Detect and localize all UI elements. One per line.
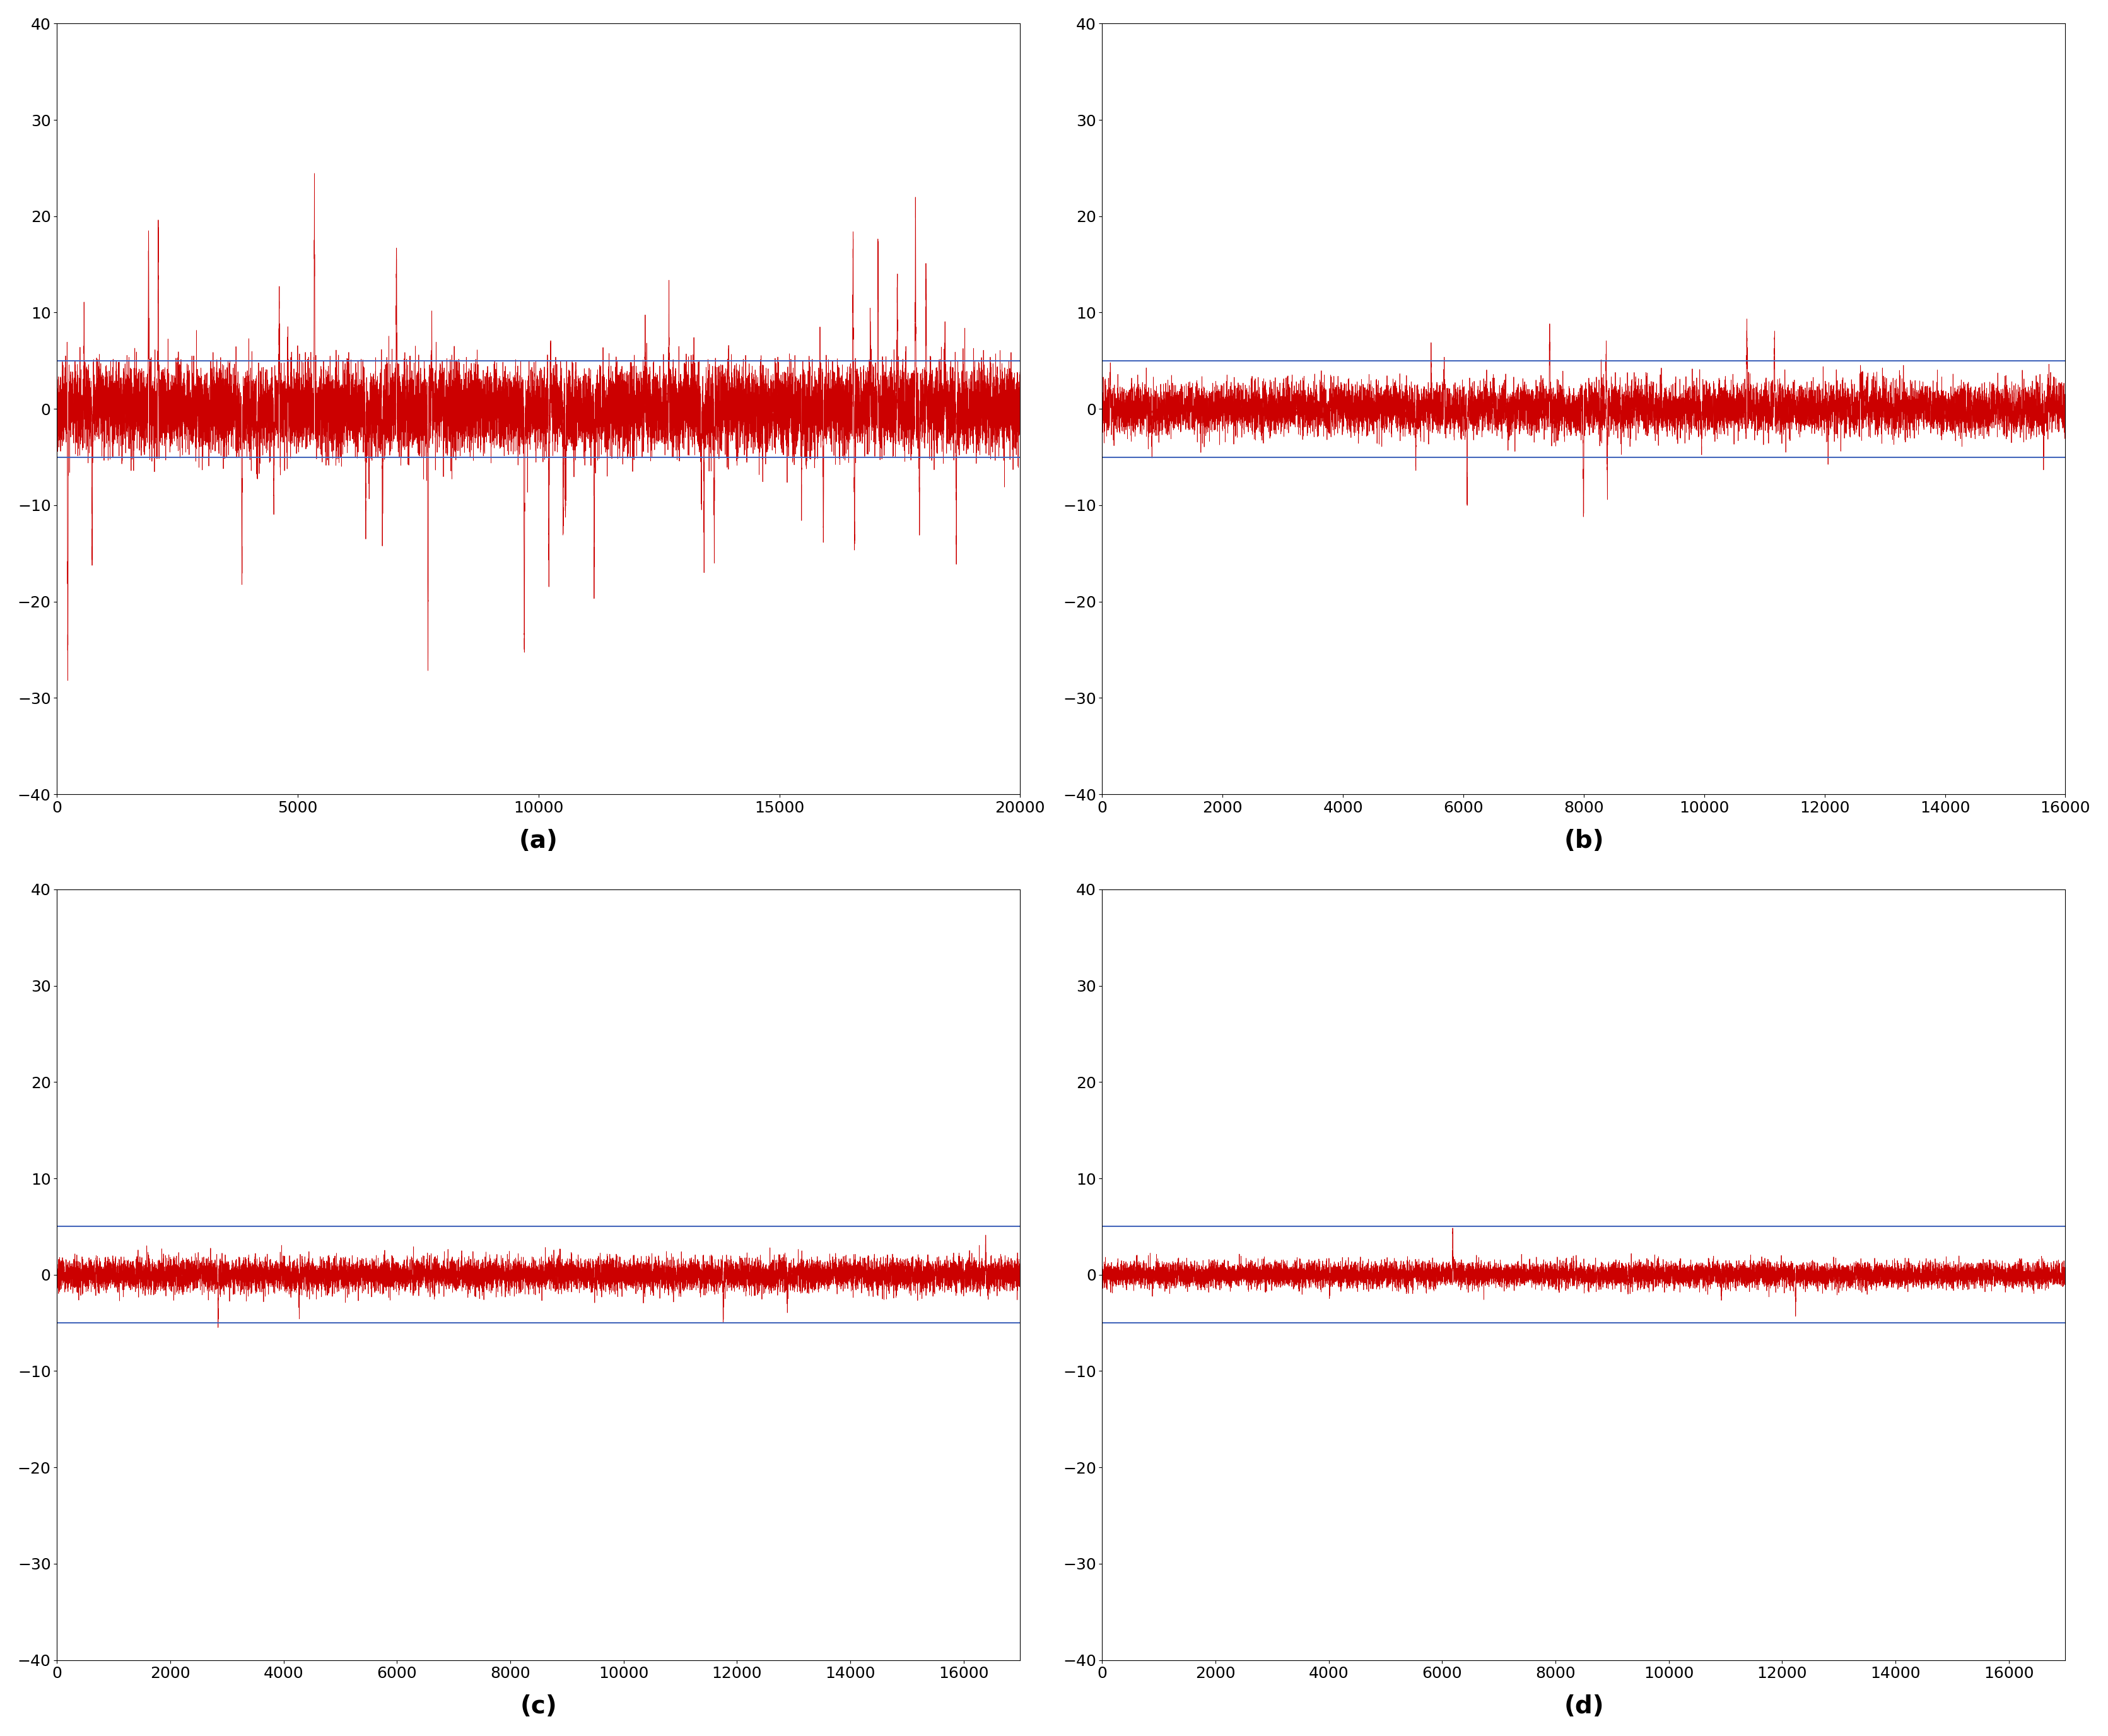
X-axis label: (a): (a): [519, 828, 559, 852]
X-axis label: (d): (d): [1564, 1694, 1604, 1719]
X-axis label: (c): (c): [521, 1694, 557, 1719]
X-axis label: (b): (b): [1564, 828, 1604, 852]
